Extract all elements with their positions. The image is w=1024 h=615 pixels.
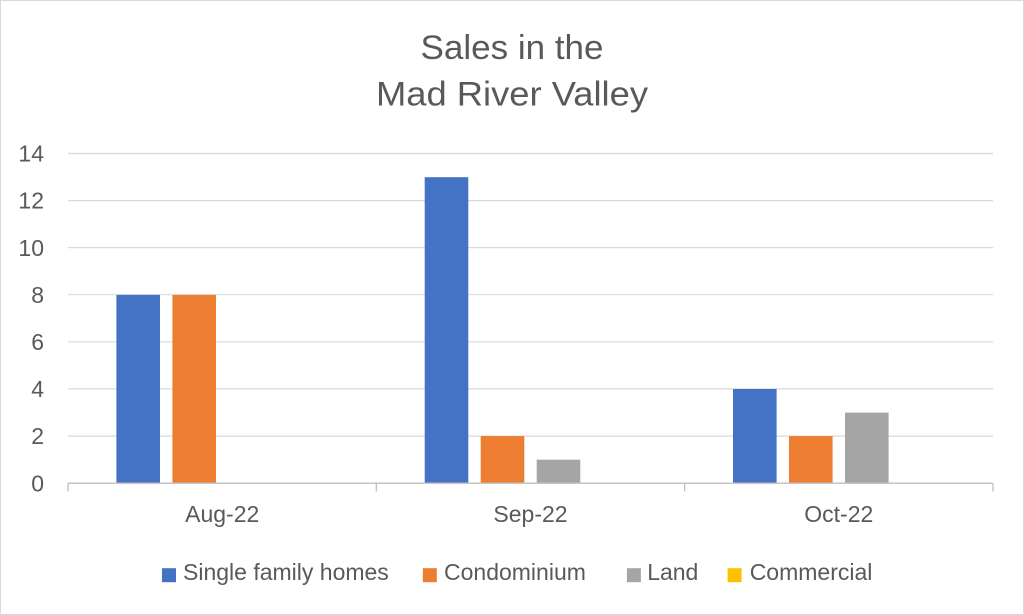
svg-text:0: 0 [31, 470, 44, 496]
svg-text:4: 4 [31, 376, 44, 402]
svg-text:Sales in the: Sales in the [421, 29, 604, 67]
svg-text:Mad River Valley: Mad River Valley [376, 75, 648, 113]
svg-text:Oct-22: Oct-22 [804, 501, 873, 527]
svg-text:6: 6 [31, 329, 44, 355]
svg-text:12: 12 [18, 188, 44, 214]
svg-text:Condominium: Condominium [444, 559, 586, 585]
svg-text:Single family homes: Single family homes [183, 559, 389, 585]
svg-text:Commercial: Commercial [750, 559, 873, 585]
svg-text:Land: Land [647, 559, 698, 585]
svg-text:2: 2 [31, 423, 44, 449]
svg-text:Aug-22: Aug-22 [185, 501, 259, 527]
svg-text:Sep-22: Sep-22 [493, 501, 567, 527]
svg-text:14: 14 [18, 141, 44, 167]
svg-text:10: 10 [18, 235, 44, 261]
svg-text:8: 8 [31, 282, 44, 308]
